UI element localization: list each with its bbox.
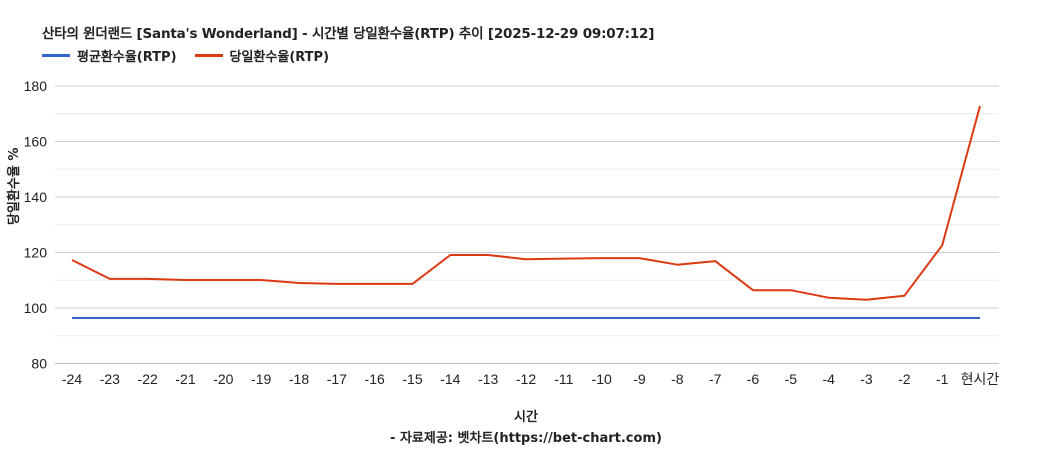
legend-label: 평균환수율(RTP) — [77, 50, 177, 65]
x-tick-label: -21 — [175, 371, 195, 387]
x-tick-label: -18 — [289, 371, 309, 387]
x-tick-label: -6 — [747, 371, 760, 387]
legend: 평균환수율(RTP) 당일환수율(RTP) — [42, 46, 329, 65]
y-tick-label: 100 — [24, 300, 48, 316]
x-tick-label: 현시간 — [961, 371, 1000, 387]
y-tick-label: 180 — [24, 78, 48, 94]
x-tick-label: -14 — [440, 371, 460, 387]
legend-label: 당일환수율(RTP) — [229, 50, 330, 65]
x-tick-label: -5 — [785, 371, 798, 387]
x-axis-label: 시간 — [514, 410, 538, 425]
x-tick-label: -8 — [671, 371, 684, 387]
y-axis-label: 당일환수율 % — [7, 147, 22, 225]
x-tick-label: -13 — [478, 371, 498, 387]
x-tick-label: -10 — [592, 371, 612, 387]
x-tick-label: -23 — [100, 371, 120, 387]
legend-item-average-rtp[interactable]: 평균환수율(RTP) — [42, 46, 177, 65]
x-tick-label: -17 — [327, 371, 347, 387]
x-tick-label: -22 — [138, 371, 158, 387]
chart-title: 산타의 윈더랜드 [Santa's Wonderland] - 시간별 당일환수… — [42, 26, 655, 42]
x-tick-label: -3 — [860, 371, 873, 387]
y-tick-label: 120 — [24, 245, 48, 261]
x-tick-label: -12 — [516, 371, 536, 387]
x-tick-label: -24 — [62, 371, 82, 387]
x-tick-label: -19 — [251, 371, 271, 387]
x-tick-label: -9 — [633, 371, 646, 387]
legend-item-daily-rtp[interactable]: 당일환수율(RTP) — [194, 46, 330, 65]
daily-rtp-line — [71, 105, 981, 301]
x-tick-label: -20 — [213, 371, 233, 387]
x-tick-label: -7 — [709, 371, 722, 387]
legend-swatch-blue — [42, 54, 70, 57]
x-tick-label: -2 — [898, 371, 911, 387]
x-tick-label: -1 — [936, 371, 949, 387]
legend-swatch-red — [194, 54, 223, 57]
source-credit: - 자료제공: 벳차트(https://bet-chart.com) — [390, 431, 662, 446]
x-tick-label: -11 — [554, 371, 573, 387]
x-tick-label: -15 — [402, 371, 422, 387]
y-tick-label: 140 — [24, 189, 48, 205]
y-tick-label: 80 — [31, 356, 47, 372]
x-tick-label: -4 — [822, 371, 835, 387]
y-tick-label: 160 — [24, 134, 48, 150]
x-tick-label: -16 — [365, 371, 385, 387]
